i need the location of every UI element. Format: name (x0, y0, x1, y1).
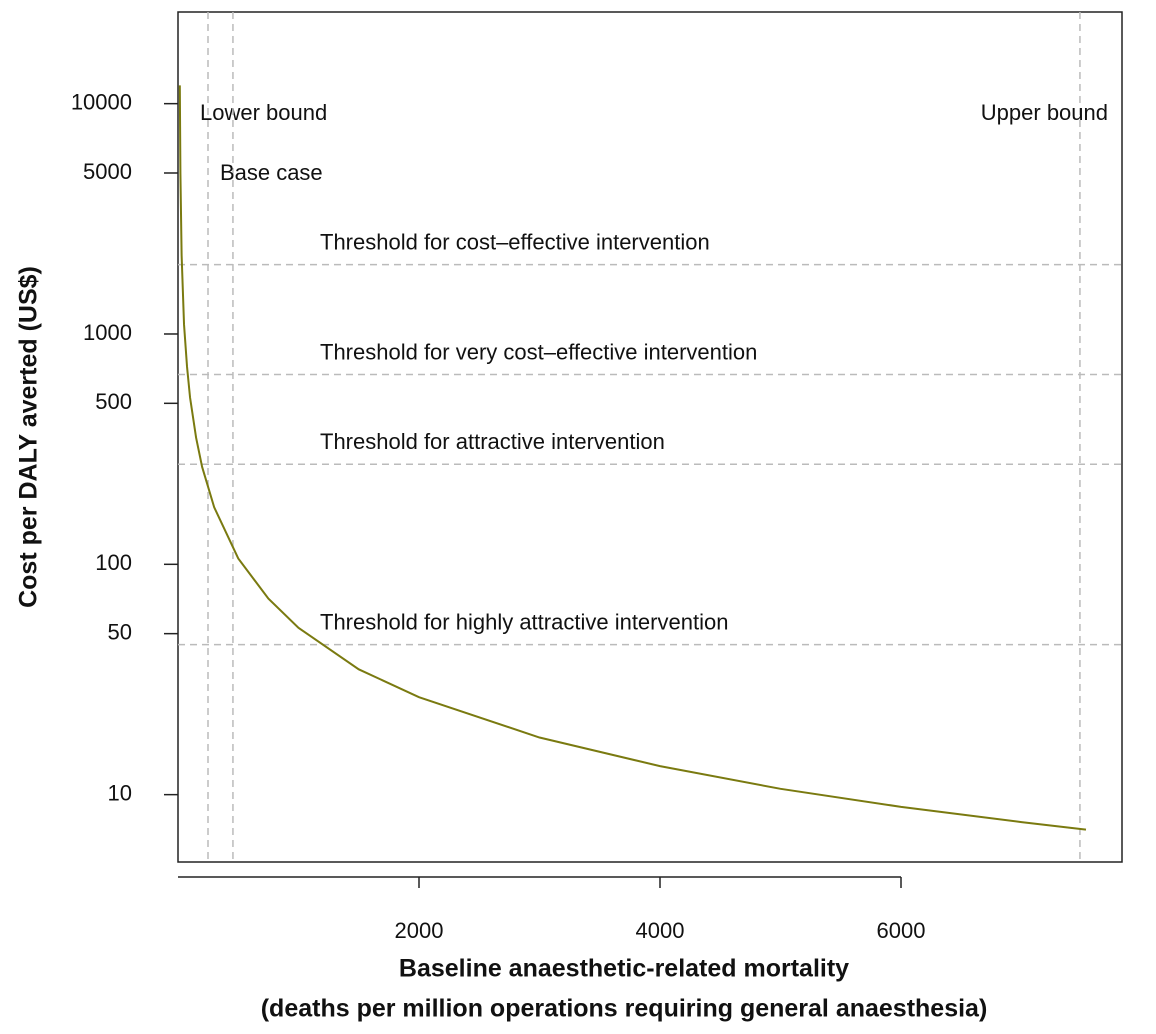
reference-label: Threshold for highly attractive interven… (320, 609, 728, 634)
x-tick-label: 6000 (877, 918, 926, 943)
x-axis-label: Baseline anaesthetic-related mortality (399, 955, 849, 983)
reference-label: Threshold for attractive intervention (320, 429, 665, 454)
y-tick-label: 10 (108, 780, 132, 805)
reference-label: Threshold for very cost–effective interv… (320, 339, 757, 364)
plot-frame (177, 11, 1123, 863)
reference-label: Upper bound (981, 100, 1108, 125)
data-line (178, 85, 1087, 831)
y-tick-label: 10000 (71, 89, 132, 114)
x-tick-label: 4000 (636, 918, 685, 943)
reference-label: Lower bound (200, 100, 327, 125)
reference-label: Threshold for cost–effective interventio… (320, 229, 710, 254)
x-axis-label: (deaths per million operations requiring… (261, 995, 988, 1023)
y-tick-label: 1000 (83, 320, 132, 345)
y-tick-label: 500 (95, 389, 132, 414)
y-tick-label: 50 (108, 619, 132, 644)
y-tick-label: 5000 (83, 159, 132, 184)
x-tick-label: 2000 (395, 918, 444, 943)
y-axis-label: Cost per DALY averted (US$) (15, 266, 43, 608)
y-tick-label: 100 (95, 550, 132, 575)
reference-label: Base case (220, 160, 323, 185)
